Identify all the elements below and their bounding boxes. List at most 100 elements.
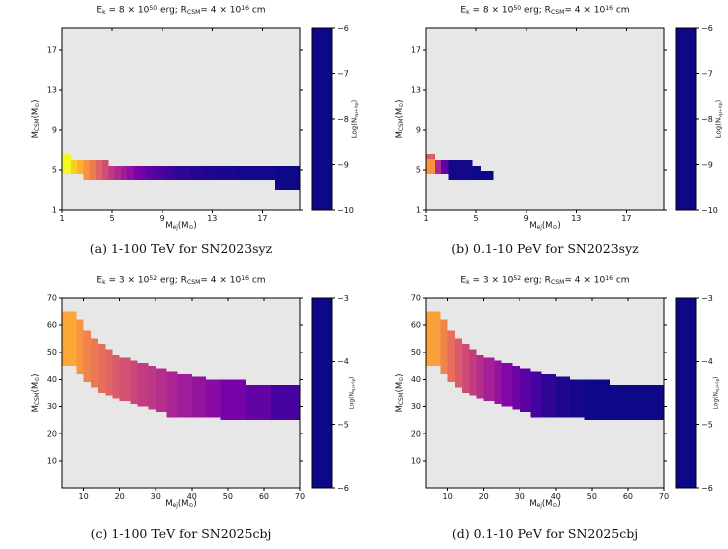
label-text: M bbox=[30, 405, 41, 413]
label-text: = 4 × 10 bbox=[564, 5, 606, 16]
heatmap-cell bbox=[220, 379, 246, 421]
heatmap-cell bbox=[519, 368, 531, 412]
heatmap-cell bbox=[95, 160, 103, 180]
label-subscript: ⊙ bbox=[188, 503, 194, 510]
x-tick-label: 10 bbox=[79, 492, 89, 501]
panel-d-caption: (d) 0.1-10 PeV for SN2025cbj bbox=[451, 526, 639, 541]
colorbar-tick-label: −3 bbox=[701, 294, 713, 303]
label-text: (M bbox=[30, 107, 41, 119]
heatmap-cell bbox=[137, 363, 149, 407]
y-tick-label: 1 bbox=[416, 206, 421, 215]
label-text: M bbox=[529, 221, 537, 231]
colorbar-label: Log(Nνμ+ν̄μ) bbox=[349, 376, 356, 409]
heatmap-cell bbox=[274, 166, 300, 190]
colorbar-tick-label: −4 bbox=[337, 357, 349, 366]
label-subscript: ⊙ bbox=[552, 503, 558, 510]
heatmap-cell bbox=[166, 371, 178, 418]
x-tick-label: 30 bbox=[151, 492, 161, 501]
x-tick-label: 70 bbox=[295, 492, 305, 501]
label-text: erg; R bbox=[157, 275, 187, 286]
y-axis-label: MCSM(M⊙) bbox=[31, 374, 41, 413]
x-tick-label: 50 bbox=[587, 492, 597, 501]
label-subscript: ⊙ bbox=[35, 376, 42, 382]
label-text: ) bbox=[193, 221, 197, 231]
panel-c-caption: (c) 1-100 TeV for SN2025cbj bbox=[90, 526, 272, 541]
label-superscript: 16 bbox=[241, 5, 249, 12]
y-tick-label: 9 bbox=[416, 126, 421, 135]
label-text: E bbox=[96, 275, 103, 286]
label-superscript: 50 bbox=[513, 5, 522, 12]
heatmap-cell bbox=[177, 374, 192, 418]
label-text: Log(N bbox=[714, 117, 723, 139]
label-text: cm bbox=[249, 275, 266, 286]
panel-a-caption: (a) 1-100 TeV for SN2023syz bbox=[89, 241, 273, 256]
y-tick-label: 70 bbox=[411, 294, 421, 303]
x-tick-label: 40 bbox=[551, 492, 561, 501]
heatmap-cell bbox=[152, 166, 159, 180]
heatmap-cell bbox=[102, 160, 109, 180]
colorbar bbox=[676, 298, 696, 488]
label-text: ) bbox=[394, 99, 405, 103]
heatmap-cell bbox=[76, 319, 84, 374]
colorbar-tick-label: −8 bbox=[337, 115, 349, 124]
label-text: ) bbox=[712, 376, 720, 379]
heatmap-svg: 1 5 9 13 17 1 5 9 13 17 −6 −7 −8 −9 −10 bbox=[411, 24, 718, 223]
label-subscript: νμ+ν̄μ bbox=[718, 102, 724, 118]
y-tick-label: 20 bbox=[411, 429, 421, 438]
colorbar bbox=[676, 28, 696, 210]
label-text: cm bbox=[613, 5, 630, 16]
label-text: ) bbox=[557, 499, 561, 509]
colorbar-frame bbox=[311, 297, 333, 489]
panel-b-caption: (b) 0.1-10 PeV for SN2023syz bbox=[451, 241, 639, 256]
heatmap-cell bbox=[448, 160, 473, 180]
heatmap-cell bbox=[245, 384, 272, 421]
heatmap-cell bbox=[120, 166, 128, 180]
y-axis-label: MCSM(M⊙) bbox=[395, 100, 405, 139]
y-tick-label: 10 bbox=[411, 456, 421, 465]
x-axis-label: Mej(M⊙) bbox=[426, 499, 664, 509]
label-text: ) bbox=[557, 221, 561, 231]
heatmap-cell bbox=[170, 166, 178, 180]
colorbar-tick-label: −7 bbox=[337, 69, 349, 78]
label-subscript: ⊙ bbox=[399, 376, 406, 382]
label-text: = 4 × 10 bbox=[564, 275, 606, 286]
heatmap-cell bbox=[119, 357, 131, 402]
heatmap-cell bbox=[541, 374, 556, 418]
x-tick-label: 17 bbox=[257, 214, 267, 223]
colorbar-tick-label: −9 bbox=[337, 160, 349, 169]
label-text: ) bbox=[30, 99, 41, 103]
panel-title: Ek = 8 × 1050 erg; RCSM= 4 × 1016 cm bbox=[426, 5, 664, 16]
heatmap-cell bbox=[570, 379, 585, 418]
heatmap-cell bbox=[90, 338, 99, 388]
label-subscript: ⊙ bbox=[35, 102, 42, 108]
x-axis-label: Mej(M⊙) bbox=[426, 221, 664, 231]
heatmap-svg: 1 5 9 13 17 1 5 9 13 17 −6 −7 −8 −9 −10 bbox=[47, 24, 354, 223]
label-text: (M bbox=[30, 381, 41, 393]
label-text: Log(N bbox=[350, 117, 359, 139]
x-tick-label: 20 bbox=[115, 492, 125, 501]
y-tick-label: 50 bbox=[47, 348, 57, 357]
label-text: E bbox=[460, 275, 467, 286]
heatmap-cell bbox=[472, 166, 482, 180]
heatmap-cell bbox=[214, 166, 238, 180]
heatmap-cell bbox=[114, 166, 121, 180]
heatmap-cell bbox=[483, 357, 495, 402]
x-tick-label: 9 bbox=[160, 214, 165, 223]
y-tick-label: 30 bbox=[411, 402, 421, 411]
colorbar-tick-label: −6 bbox=[701, 24, 713, 33]
label-text: ) bbox=[714, 99, 723, 103]
label-subscript: νμ+ν̄μ bbox=[350, 378, 356, 392]
heatmap-cell bbox=[426, 154, 435, 159]
label-text: Log(N bbox=[712, 391, 720, 410]
heatmap-cell bbox=[584, 379, 610, 421]
heatmap-cell bbox=[139, 166, 146, 180]
label-subscript: CSM bbox=[186, 278, 201, 286]
heatmap-cell bbox=[501, 363, 513, 407]
label-text: = 4 × 10 bbox=[200, 5, 242, 16]
heatmap-cell bbox=[62, 311, 77, 366]
heatmap-cell bbox=[70, 160, 78, 174]
label-subscript: k bbox=[102, 278, 106, 286]
x-tick-label: 1 bbox=[59, 214, 64, 223]
label-text: (M bbox=[394, 381, 405, 393]
